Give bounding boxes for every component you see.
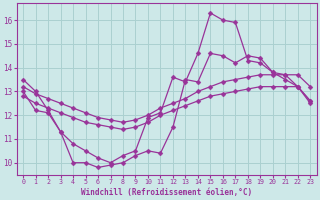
X-axis label: Windchill (Refroidissement éolien,°C): Windchill (Refroidissement éolien,°C) (81, 188, 252, 197)
